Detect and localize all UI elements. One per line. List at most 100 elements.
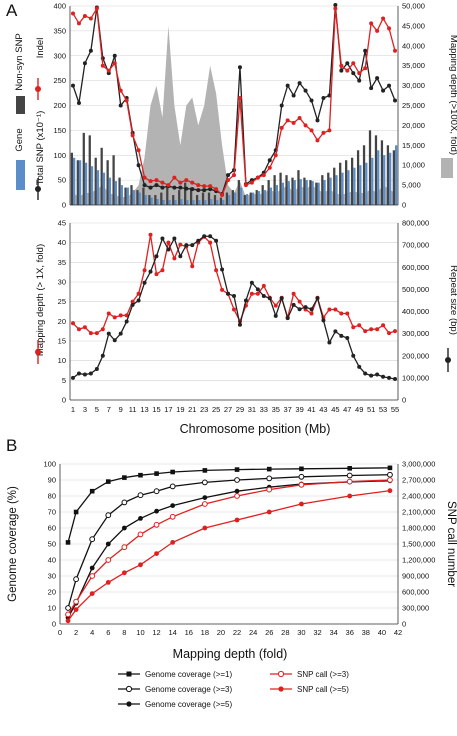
data-point	[285, 118, 290, 123]
y-tick-label-right: 500,000	[402, 285, 429, 294]
x-tick-label: 41	[307, 405, 315, 414]
gene-bar	[323, 180, 326, 205]
x-tick-label: 16	[185, 628, 193, 637]
gene-bar	[138, 192, 141, 205]
y-tick-label-left: 10	[48, 604, 56, 613]
x-tick-label: 3	[83, 405, 87, 414]
non-syn-snp-bar	[285, 175, 288, 205]
legend-b: Genome coverage (>=1) Genome coverage (>=…	[118, 670, 349, 709]
non-syn-snp-bar	[88, 135, 91, 205]
y-tick-label-right: 0	[402, 201, 406, 210]
data-point	[393, 98, 397, 103]
non-syn-snp-bar	[374, 135, 378, 205]
data-point	[234, 488, 240, 494]
non-syn-snp-bar	[297, 170, 300, 205]
legend-gene-label: Gene	[14, 128, 25, 151]
data-point	[267, 158, 272, 163]
y-tick-label-right: 300,000	[402, 604, 429, 613]
mapping-depth-area	[73, 25, 395, 206]
y-axis-left-label: Mapping depth (> 1X, fold)	[35, 244, 46, 356]
non-syn-snp-bar	[142, 187, 145, 205]
legend-non-syn-snp-swatch	[16, 96, 25, 114]
data-point	[297, 307, 302, 312]
data-point	[339, 311, 344, 316]
data-point	[297, 115, 302, 120]
non-syn-snp-bar	[124, 187, 127, 205]
y-tick-label-right: 2,400,000	[402, 492, 435, 501]
non-syn-snp-bar	[386, 145, 390, 205]
x-tick-label: 2	[74, 628, 78, 637]
data-point	[339, 333, 344, 338]
y-tick-label-left: 100	[53, 151, 66, 160]
non-syn-snp-bar	[303, 177, 306, 205]
gene-bar	[186, 200, 189, 205]
non-syn-snp-bar	[100, 147, 103, 205]
data-point	[89, 565, 95, 571]
data-point	[387, 488, 393, 494]
data-point	[347, 493, 353, 499]
data-point	[160, 236, 165, 241]
data-point	[232, 307, 236, 312]
x-tick-label: 40	[378, 628, 386, 637]
data-point	[71, 375, 75, 380]
gene-bar	[150, 197, 153, 205]
series-line	[67, 474, 390, 609]
y-tick-label-right: 0	[402, 620, 406, 629]
data-point	[243, 298, 248, 303]
data-point	[154, 508, 159, 514]
x-tick-label: 20	[217, 628, 225, 637]
data-point	[273, 313, 278, 318]
data-point	[184, 243, 189, 248]
data-point	[142, 175, 147, 180]
data-point	[88, 16, 93, 21]
data-point	[65, 540, 71, 545]
legend-marker	[126, 701, 132, 707]
data-point	[351, 353, 356, 358]
y-tick-label-right: 45,000	[402, 21, 425, 30]
data-point	[234, 477, 240, 483]
data-point	[214, 238, 219, 243]
gene-bar	[347, 170, 350, 205]
data-point	[261, 173, 266, 178]
gene-bar	[287, 181, 290, 205]
data-point	[303, 88, 308, 93]
data-point	[291, 93, 296, 98]
data-point	[138, 562, 143, 568]
legend-indel-label: Indel	[35, 38, 46, 59]
non-syn-snp-bar	[201, 192, 205, 205]
non-syn-snp-bar	[327, 172, 330, 205]
data-point	[202, 495, 208, 500]
y-tick-label-left: 50	[58, 176, 66, 185]
data-point	[298, 481, 305, 488]
data-point	[106, 68, 111, 73]
y-tick-label-left: 20	[58, 317, 66, 326]
y-tick-label-right: 1,500,000	[402, 540, 435, 549]
non-syn-snp-bar	[189, 187, 193, 205]
non-syn-snp-bar	[267, 180, 270, 205]
x-tick-label: 23	[200, 405, 208, 414]
data-point	[381, 323, 386, 328]
x-tick-label: 35	[272, 405, 280, 414]
gene-bar	[73, 157, 76, 205]
legend-label: SNP call (>=3)	[297, 670, 349, 679]
data-point	[154, 183, 159, 188]
coverage-plot: 01020304050607080901000300,000600,000900…	[7, 460, 457, 638]
y-tick-label-left: 20	[48, 588, 56, 597]
data-point	[363, 371, 368, 376]
gene-bar	[168, 200, 171, 205]
legend-label: Genome coverage (>=1)	[145, 670, 232, 679]
data-point	[178, 180, 183, 185]
legend-total-snp-label: Total SNP (x10⁻¹)	[35, 111, 46, 186]
data-point	[315, 118, 320, 123]
data-point	[232, 173, 236, 178]
non-syn-snp-bar	[213, 195, 217, 205]
data-point	[73, 607, 79, 612]
non-syn-snp-bar	[106, 160, 109, 205]
data-point	[121, 544, 128, 551]
gene-bar	[228, 195, 231, 205]
data-point	[279, 296, 284, 301]
data-point	[160, 268, 165, 273]
y-tick-label-left: 0	[62, 396, 66, 405]
data-point	[136, 298, 141, 303]
